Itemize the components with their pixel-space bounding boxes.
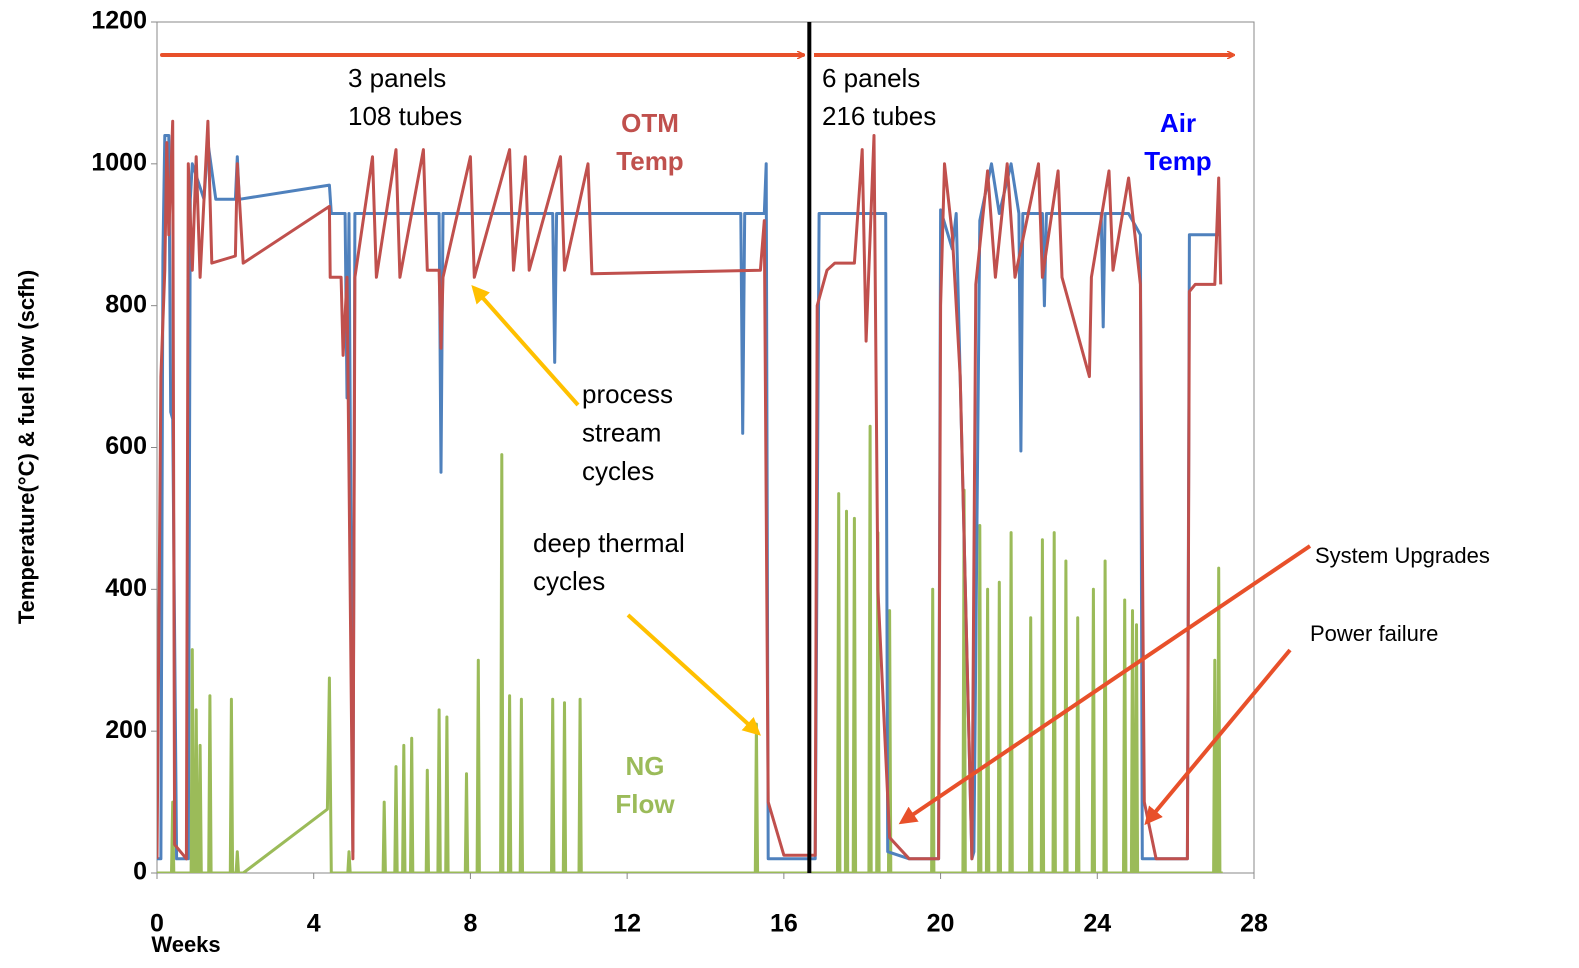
y-tick-label: 200 [105, 716, 147, 744]
plot-area [156, 21, 1255, 874]
x-tick-label: 16 [770, 910, 798, 938]
callout-arrow [1144, 648, 1292, 826]
annotation: 6 panels [822, 63, 920, 93]
annotation: OTM [621, 108, 679, 138]
annotation: System Upgrades [1315, 543, 1490, 568]
annotation: cycles [582, 456, 654, 486]
callout-arrow [898, 544, 1312, 825]
y-tick-label: 400 [105, 574, 147, 602]
annotation: Power failure [1310, 621, 1438, 646]
line [157, 424, 1223, 873]
x-tick-label: 8 [463, 910, 477, 938]
y-tick-label: 800 [105, 290, 147, 318]
annotation: 216 tubes [822, 101, 936, 131]
x-axis-label: Weeks [151, 932, 220, 957]
line [157, 119, 1223, 861]
annotation: Flow [615, 789, 675, 819]
x-tick-label: 12 [613, 910, 641, 938]
annotation: NG [626, 751, 665, 781]
callout-arrow [626, 613, 761, 736]
annotation: Temp [1144, 146, 1211, 176]
annotation: deep thermal [533, 528, 685, 558]
x-tick-label: 0 [150, 910, 164, 938]
x-tick-label: 24 [1083, 910, 1111, 938]
annotation: stream [582, 417, 661, 447]
x-tick-label: 28 [1240, 910, 1268, 938]
annotation: 3 panels [348, 63, 446, 93]
y-tick-label: 1000 [91, 148, 147, 176]
y-axis-label: Temperature(°C) & fuel flow (scfh) [14, 270, 39, 624]
x-tick-label: 20 [927, 910, 955, 938]
annotation: cycles [533, 566, 605, 596]
annotation: Temp [616, 146, 683, 176]
y-tick-label: 600 [105, 432, 147, 460]
annotation: Air [1160, 108, 1196, 138]
x-tick-label: 4 [307, 910, 321, 938]
y-tick-label: 1200 [91, 7, 147, 35]
annotation: 108 tubes [348, 101, 462, 131]
annotation: process [582, 379, 673, 409]
callout-arrow [471, 285, 580, 407]
y-tick-label: 0 [133, 858, 147, 886]
